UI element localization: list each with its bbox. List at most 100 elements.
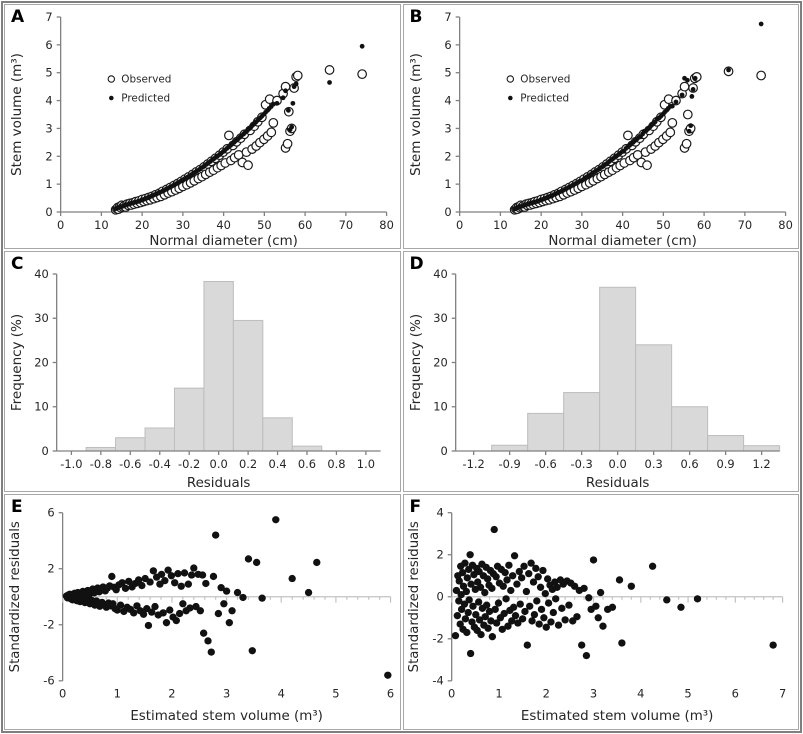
svg-text:70: 70	[737, 218, 752, 232]
svg-text:4: 4	[444, 94, 451, 108]
svg-text:0: 0	[57, 218, 64, 232]
svg-text:Observed: Observed	[121, 73, 171, 85]
svg-text:0.0: 0.0	[210, 457, 228, 471]
svg-text:6: 6	[444, 38, 451, 52]
svg-text:-0.3: -0.3	[570, 457, 592, 471]
residuals-histogram-d: 0 10 20 30 40 -1.2 -0.9 -0.6 -0.3 0.0 0.3 0.6 0.9 1.2…	[408, 267, 780, 491]
svg-text:4: 4	[45, 94, 52, 108]
svg-text:30: 30	[574, 218, 589, 232]
histogram-bar	[262, 417, 293, 452]
histogram-bar	[562, 392, 600, 452]
svg-text:-0.2: -0.2	[178, 457, 200, 471]
svg-text:4: 4	[637, 687, 644, 701]
series-predicted	[512, 21, 764, 212]
svg-text:-1.2: -1.2	[462, 457, 484, 471]
legend-open-circle-icon	[506, 75, 514, 83]
svg-text:0.4: 0.4	[268, 457, 286, 471]
svg-text:0: 0	[59, 687, 66, 701]
svg-text:0.2: 0.2	[239, 457, 257, 471]
svg-text:2: 2	[168, 687, 175, 701]
panel-a: A 0 1 2 3 4 5 6 7 0 10 20 30 40 50 60 70 80 Normal diamet…	[4, 4, 401, 249]
svg-text:10: 10	[94, 218, 109, 232]
panel-c: C 0 10 20 30 40 -1.0 -0.8 -0.6 -0.4 -0.2 0.0 0.2 0.4…	[4, 251, 401, 492]
svg-text:0: 0	[440, 444, 447, 458]
svg-text:0.6: 0.6	[680, 457, 698, 471]
histogram-bar	[670, 406, 708, 452]
histogram-bar	[203, 281, 234, 452]
svg-text:10: 10	[433, 400, 448, 414]
histogram-bar	[173, 387, 205, 452]
svg-text:-4: -4	[432, 674, 443, 688]
series-standardized-residuals	[451, 525, 777, 660]
svg-text:0: 0	[436, 590, 443, 604]
legend: Observed Predicted	[107, 73, 171, 105]
svg-text:50: 50	[656, 218, 671, 232]
axes	[447, 512, 452, 682]
histogram-bar	[232, 319, 264, 452]
series-predicted	[113, 43, 365, 212]
svg-text:30: 30	[34, 311, 49, 325]
svg-text:Stem volume (m³): Stem volume (m³)	[408, 53, 423, 176]
series-standardized-residuals	[62, 516, 392, 679]
svg-text:Standardized residuals: Standardized residuals	[406, 521, 421, 672]
svg-text:2: 2	[47, 562, 54, 576]
svg-text:20: 20	[34, 355, 49, 369]
panel-d-label: D	[409, 254, 424, 274]
axes	[52, 273, 381, 455]
panel-c-label: C	[11, 254, 24, 274]
standardized-residuals-plot-e: -6 -2 2 6 0 1 2 3 4 5 6 Estimated stem volume (m³) S…	[8, 506, 394, 724]
svg-text:0: 0	[41, 444, 48, 458]
svg-text:-1.0: -1.0	[60, 457, 82, 471]
svg-text:6: 6	[45, 38, 52, 52]
histogram-bar	[490, 444, 528, 452]
svg-text:-0.8: -0.8	[90, 457, 112, 471]
svg-text:-0.6: -0.6	[119, 457, 141, 471]
svg-text:3: 3	[444, 121, 451, 135]
svg-text:1.0: 1.0	[357, 457, 375, 471]
svg-text:20: 20	[433, 355, 448, 369]
svg-text:50: 50	[257, 218, 272, 232]
svg-text:30: 30	[176, 218, 191, 232]
svg-text:70: 70	[339, 218, 354, 232]
svg-text:6: 6	[731, 687, 738, 701]
svg-text:Predicted: Predicted	[121, 92, 170, 104]
svg-text:5: 5	[684, 687, 691, 701]
svg-text:5: 5	[444, 66, 451, 80]
svg-text:7: 7	[778, 687, 785, 701]
axes	[58, 512, 64, 682]
svg-text:3: 3	[223, 687, 230, 701]
histogram-bar	[598, 286, 636, 452]
svg-text:3: 3	[45, 121, 52, 135]
svg-text:-0.4: -0.4	[149, 457, 171, 471]
legend-filled-circle-icon	[109, 95, 114, 101]
histogram-bar	[115, 437, 146, 452]
svg-text:Frequency (%): Frequency (%)	[408, 314, 423, 411]
svg-text:-6: -6	[43, 674, 54, 688]
svg-text:Predicted: Predicted	[520, 92, 569, 104]
svg-text:-0.6: -0.6	[534, 457, 556, 471]
svg-text:40: 40	[433, 267, 448, 281]
svg-text:Normal diameter (cm): Normal diameter (cm)	[548, 234, 697, 248]
svg-text:40: 40	[615, 218, 630, 232]
svg-text:2: 2	[436, 548, 443, 562]
panel-b: B 0 1 2 3 4 5 6 7 0 10 20 30 40 50 60 70 80 Normal diamet…	[402, 4, 799, 249]
svg-text:Estimated stem volume (m³): Estimated stem volume (m³)	[520, 709, 713, 724]
svg-text:Observed: Observed	[520, 73, 570, 85]
svg-text:1: 1	[45, 177, 52, 191]
panel-a-label: A	[11, 7, 25, 27]
svg-text:40: 40	[216, 218, 231, 232]
svg-text:60: 60	[298, 218, 313, 232]
svg-text:7: 7	[444, 10, 451, 24]
svg-text:1: 1	[114, 687, 121, 701]
legend-filled-circle-icon	[507, 95, 513, 101]
svg-text:0: 0	[448, 687, 455, 701]
svg-text:Residuals: Residuals	[585, 476, 649, 491]
svg-text:0.3: 0.3	[644, 457, 662, 471]
svg-text:3: 3	[589, 687, 596, 701]
svg-text:5: 5	[332, 687, 339, 701]
zero-axis-line	[62, 596, 392, 603]
axes	[455, 16, 786, 216]
axes	[451, 273, 780, 455]
svg-text:80: 80	[778, 218, 793, 232]
